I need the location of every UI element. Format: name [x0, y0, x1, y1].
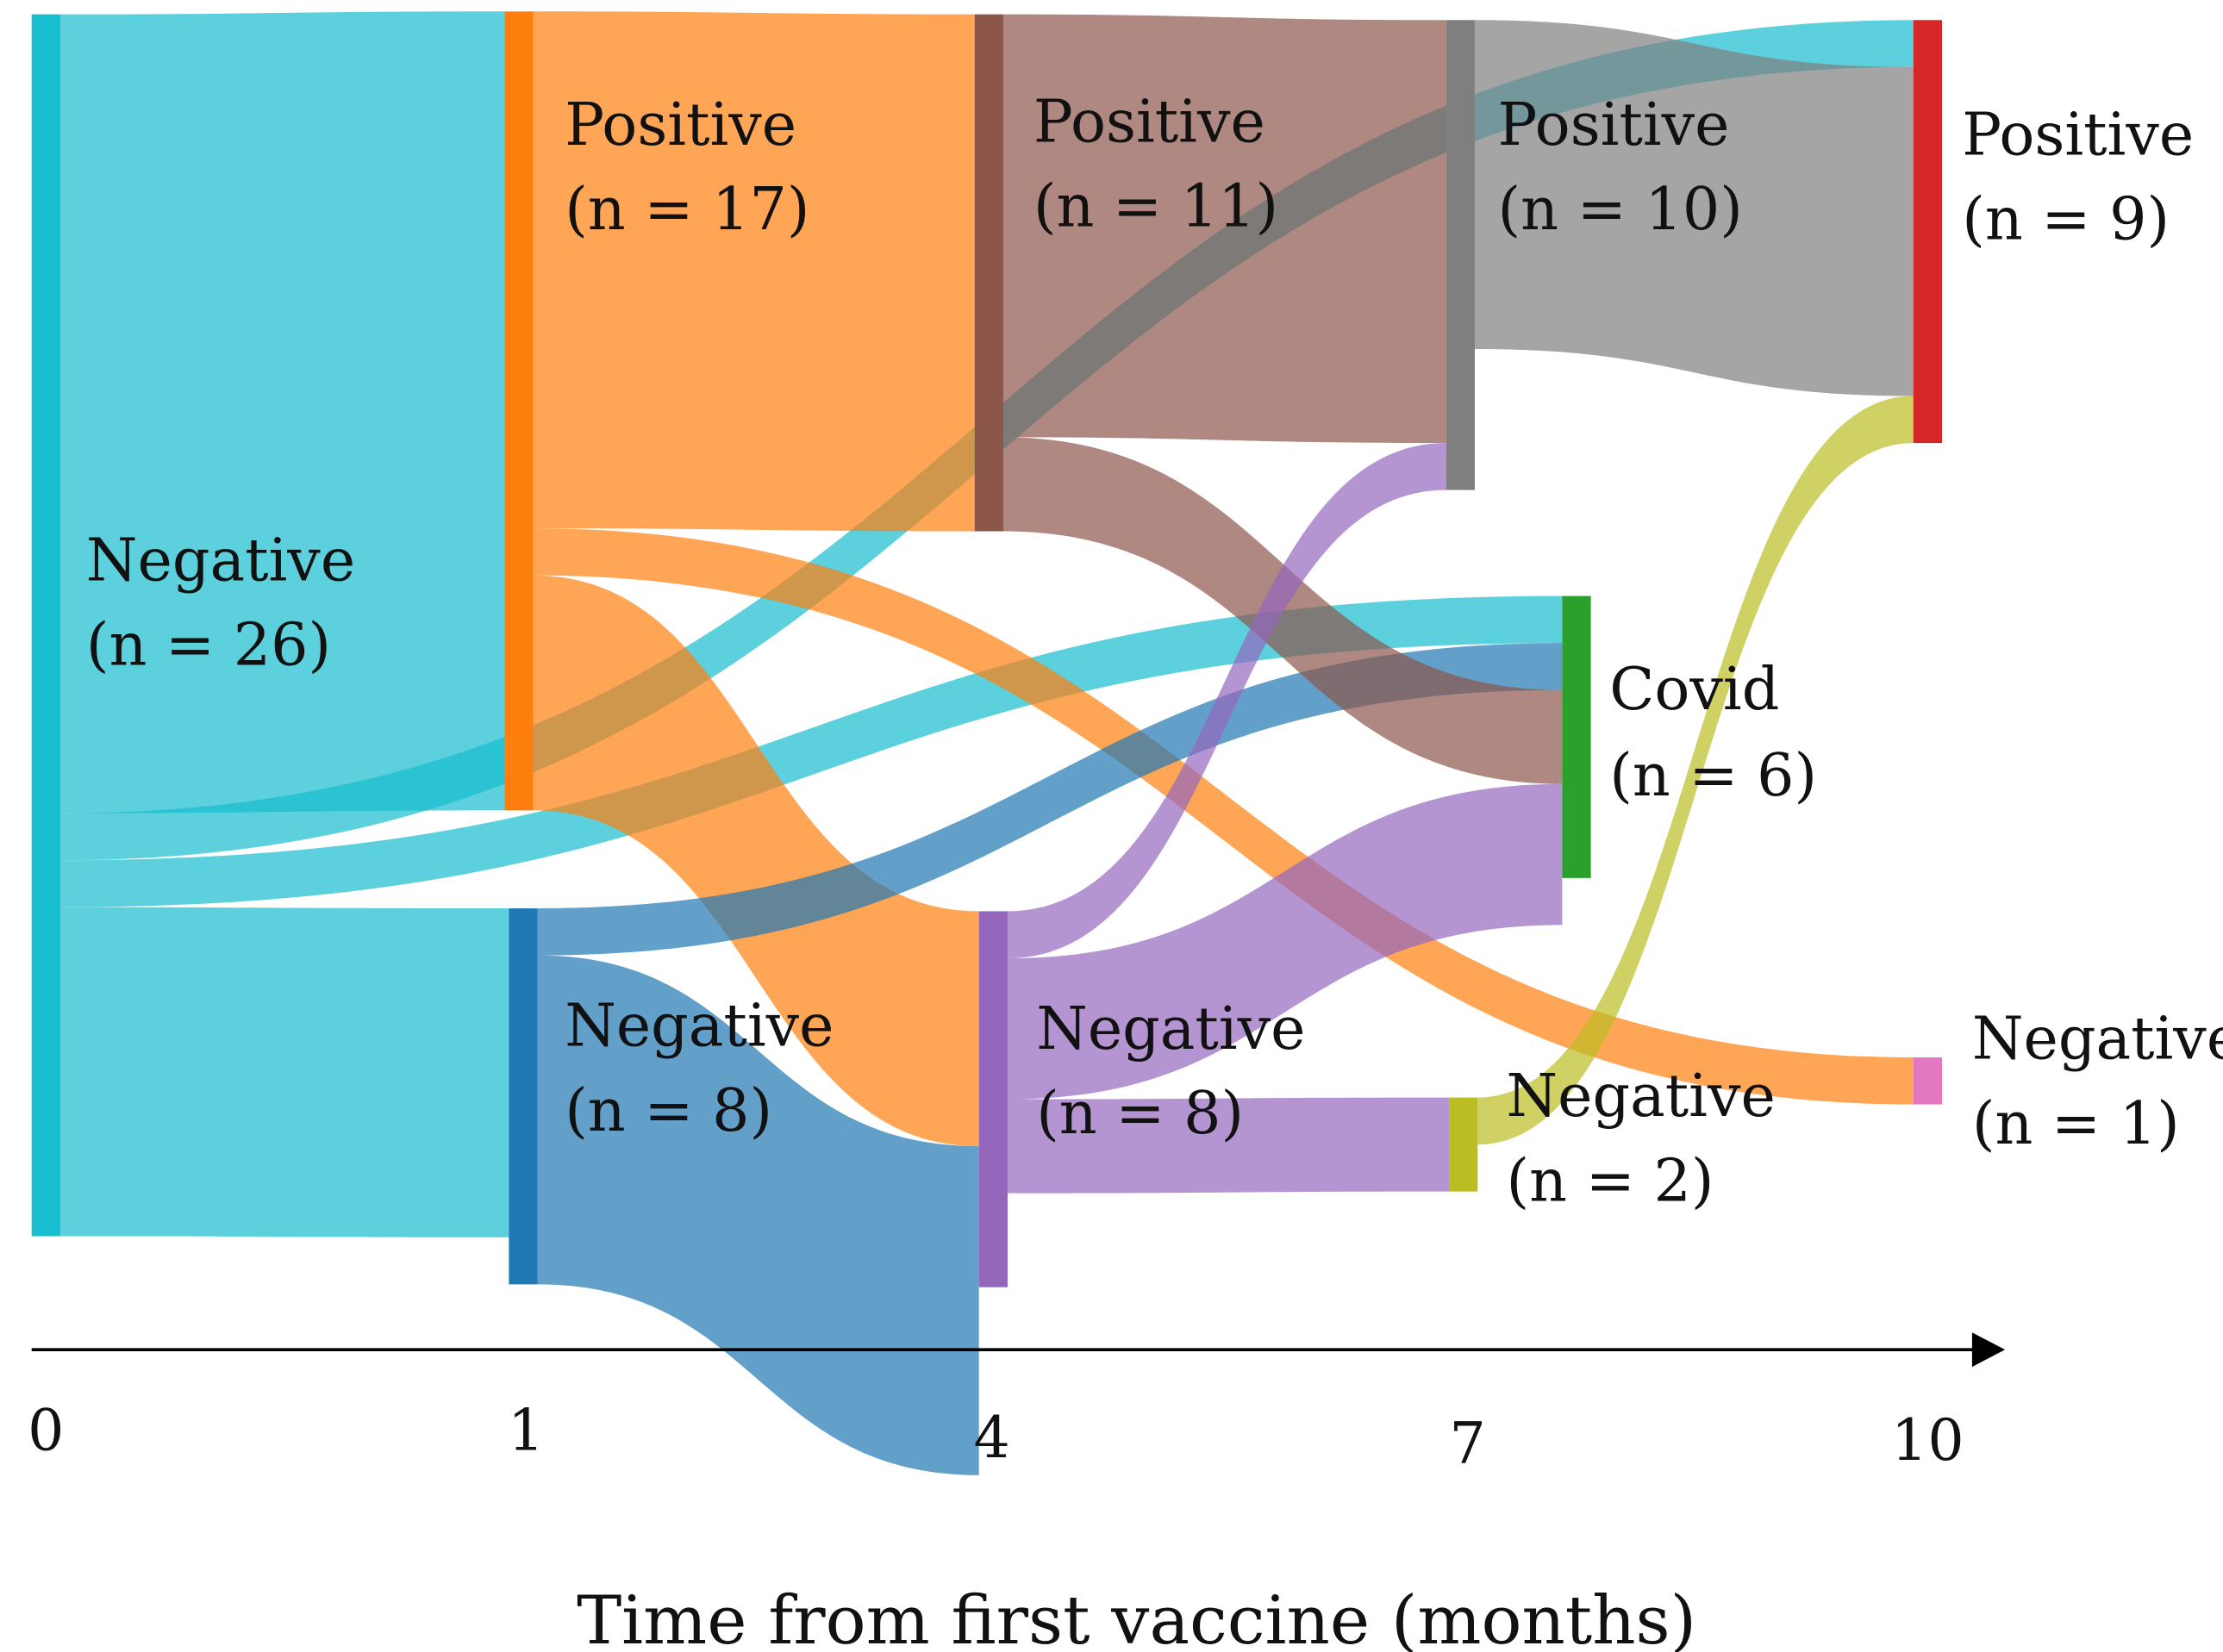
label-t1-positive-status: Positive: [565, 91, 796, 159]
x-axis-title: Time from first vaccine (months): [577, 1581, 1696, 1652]
link-t0_neg-to-t1_pos: [59, 11, 505, 814]
label-t4-positive-status: Positive: [1033, 89, 1265, 157]
link-t1_pos-to-t10_neg: [533, 528, 1914, 1105]
label-covid-count: (n = 6): [1609, 742, 1817, 810]
tick-label-7: 7: [1450, 1410, 1486, 1477]
link-t1_neg-to-t4_neg: [537, 955, 979, 1475]
node-bar-t1_neg: [509, 908, 538, 1285]
label-t4-positive-count: (n = 11): [1033, 173, 1278, 241]
node-bar-t7_neg: [1449, 1097, 1478, 1192]
link-t4_neg-to-t7_neg: [1007, 1097, 1450, 1194]
link-t7_pos-to-t10_pos: [1474, 20, 1914, 396]
link-t1_pos-to-t4_pos: [533, 11, 975, 532]
link-t1_pos-to-t4_neg: [533, 575, 979, 1147]
node-bar-t10_pos: [1913, 20, 1942, 444]
node-labels: Negative (n = 26) Positive (n = 17) Nega…: [86, 89, 2223, 1216]
label-t4-negative-count: (n = 8): [1036, 1080, 1244, 1148]
node-bar-t0_neg: [31, 14, 60, 1237]
link-t4_pos-to-t7_pos: [1002, 14, 1446, 444]
tick-label-1: 1: [508, 1397, 544, 1464]
label-t10-positive-count: (n = 9): [1962, 186, 2170, 254]
tick-label-0: 0: [28, 1397, 64, 1464]
tick-label-10: 10: [1891, 1406, 1964, 1474]
label-t10-negative-count: (n = 1): [1972, 1090, 2180, 1158]
label-t10-negative-status: Negative: [1972, 1006, 2223, 1074]
link-t4_neg-to-covid: [1007, 783, 1563, 1100]
time-axis-arrowhead: [1971, 1332, 2006, 1368]
label-t1-negative-count: (n = 8): [565, 1077, 772, 1145]
label-t7-positive-count: (n = 10): [1498, 176, 1743, 244]
link-t4_neg-to-t7_pos: [1007, 443, 1446, 958]
label-covid-status: Covid: [1609, 656, 1779, 724]
nodes-layer: [31, 11, 1942, 1287]
time-axis: 0 1 4 7 10 Time from first vaccine (mont…: [28, 1332, 2006, 1652]
node-bar-covid: [1562, 595, 1591, 878]
label-t7-negative-count: (n = 2): [1507, 1147, 1714, 1215]
label-t1-positive-count: (n = 17): [565, 176, 809, 244]
node-bar-t1_pos: [504, 11, 534, 811]
label-t0-negative-status: Negative: [86, 527, 355, 595]
label-t10-positive-status: Positive: [1962, 102, 2194, 170]
label-t1-negative-status: Negative: [565, 993, 834, 1061]
node-bar-t4_neg: [978, 911, 1008, 1287]
label-t4-negative-status: Negative: [1036, 995, 1305, 1063]
label-t7-negative-status: Negative: [1507, 1063, 1776, 1131]
node-bar-t7_pos: [1446, 20, 1475, 490]
link-t0_neg-to-covid: [59, 595, 1563, 907]
label-t0-negative-count: (n = 26): [86, 611, 331, 679]
node-bar-t4_pos: [974, 14, 1003, 532]
link-t1_neg-to-covid: [537, 643, 1563, 956]
label-t7-positive-status: Positive: [1498, 91, 1730, 159]
link-t0_neg-to-t1_neg: [59, 907, 509, 1237]
tick-label-4: 4: [974, 1404, 1010, 1471]
link-t7_neg-to-t10_pos: [1477, 396, 1914, 1145]
node-bar-t10_neg: [1913, 1057, 1942, 1105]
